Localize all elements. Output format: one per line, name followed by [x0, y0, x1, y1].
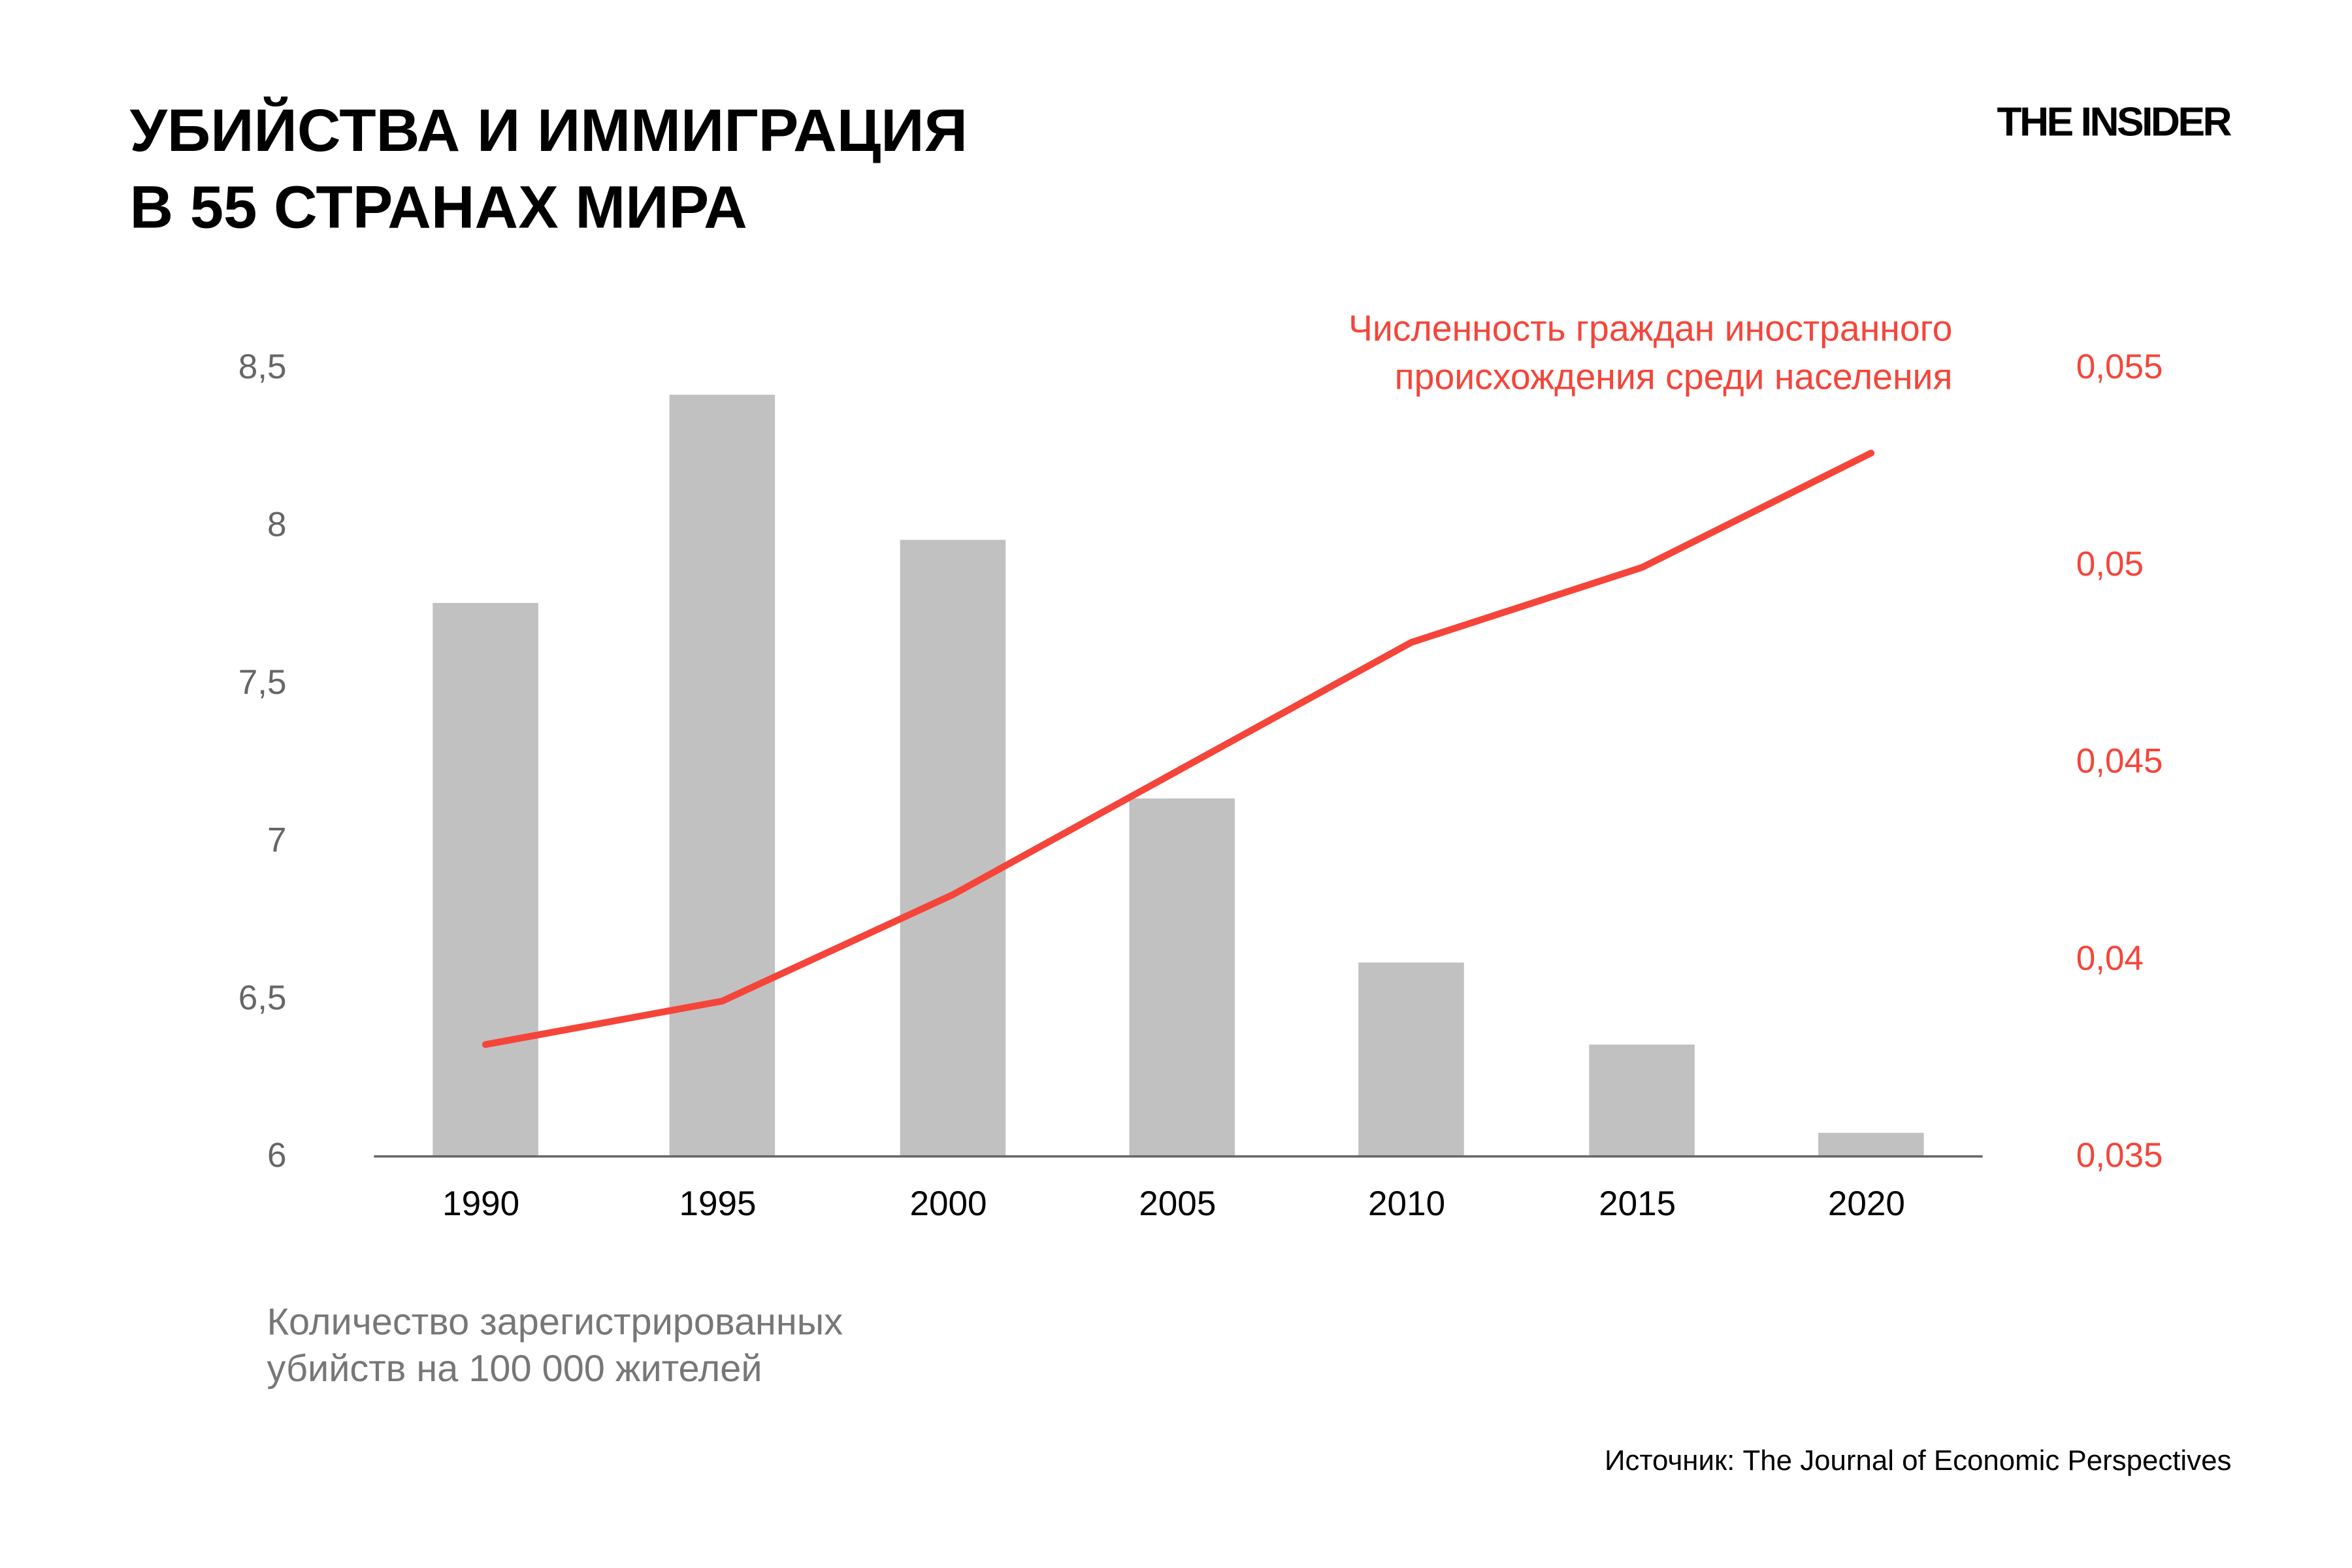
bar-2015 — [1589, 1044, 1695, 1156]
line-series-label-2: происхождения среди населения — [1395, 356, 1953, 397]
x-axis-tick: 2010 — [1368, 1184, 1445, 1223]
x-axis-tick: 2000 — [910, 1184, 987, 1223]
right-axis-tick: 0,04 — [2076, 939, 2144, 977]
bar-1990 — [433, 602, 538, 1156]
right-axis-tick: 0,045 — [2076, 742, 2163, 781]
chart-title-line-2: В 55 СТРАНАХ МИРА — [129, 172, 747, 240]
bar-series — [433, 395, 1924, 1156]
line-series-label-1: Численность граждан иностранного — [1348, 308, 1952, 349]
bar-2010 — [1358, 962, 1464, 1156]
bar-series-label-2: убийств на 100 000 жителей — [267, 1348, 762, 1390]
bar-1995 — [669, 395, 776, 1156]
x-axis-tick: 2005 — [1139, 1184, 1216, 1223]
x-axis-tick: 2015 — [1599, 1184, 1676, 1223]
source-note: Источник: The Journal of Economic Perspe… — [1605, 1445, 2231, 1477]
right-axis-tick: 0,05 — [2076, 545, 2144, 583]
bar-2005 — [1129, 798, 1235, 1156]
left-axis-tick: 6,5 — [238, 979, 287, 1017]
x-axis-tick: 2020 — [1828, 1184, 1905, 1223]
right-axis-tick: 0,055 — [2076, 348, 2163, 386]
line-series — [482, 449, 1875, 1048]
bar-series-label-1: Количество зарегистрированных — [267, 1301, 843, 1343]
chart-title-line-1: УБИЙСТВА И ИММИГРАЦИЯ — [129, 96, 967, 164]
right-axis-tick: 0,035 — [2076, 1136, 2163, 1175]
x-axis-tick: 1990 — [442, 1184, 519, 1223]
left-axis-tick: 7,5 — [238, 663, 287, 702]
the-insider-logo: THE INSIDER — [1997, 100, 2232, 145]
bar-2000 — [900, 540, 1006, 1156]
x-axis-tick: 1995 — [679, 1184, 756, 1223]
bar-2020 — [1818, 1132, 1924, 1156]
left-axis-tick: 7 — [267, 821, 287, 859]
left-axis-tick: 8 — [267, 506, 287, 544]
left-axis-tick: 6 — [267, 1136, 287, 1175]
left-axis-tick: 8,5 — [238, 348, 287, 386]
